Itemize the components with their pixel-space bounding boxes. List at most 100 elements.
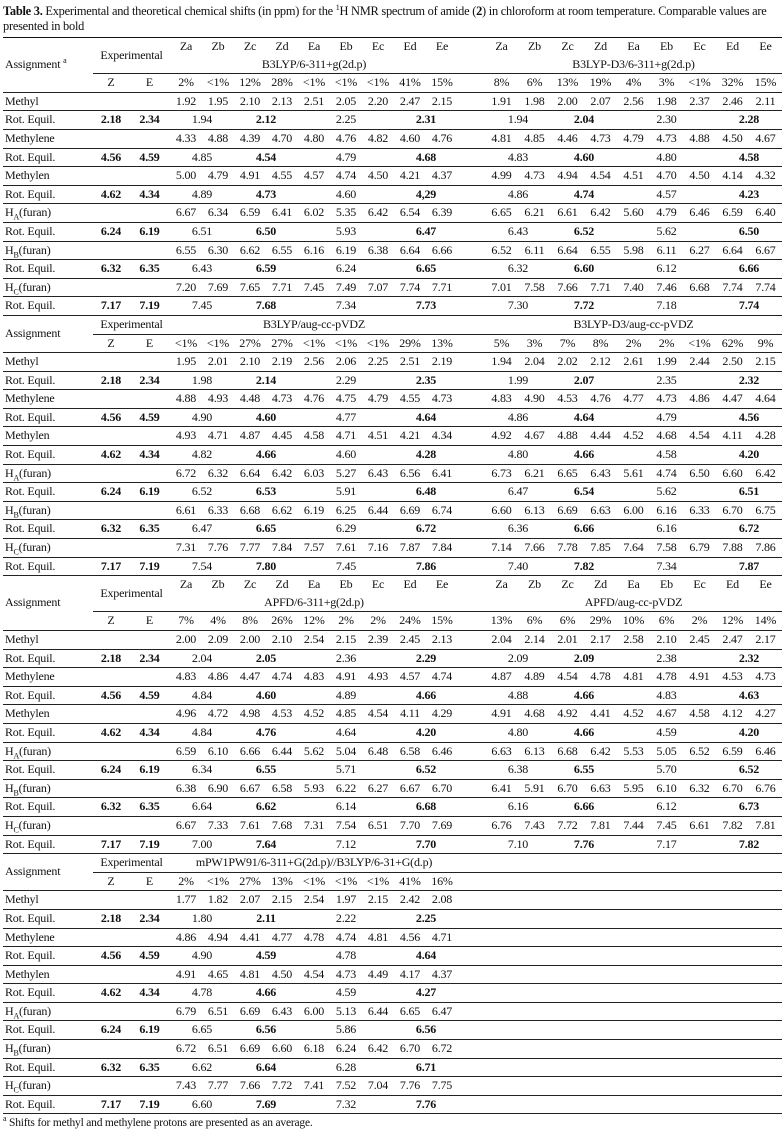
shift-value	[551, 1039, 584, 1059]
empty-cell	[683, 185, 716, 205]
shift-value: 7.76	[202, 538, 234, 558]
spacer	[458, 296, 485, 316]
rot-e-minor	[650, 1058, 683, 1078]
exp-e-value: 6.19	[129, 482, 170, 502]
empty-cell	[298, 408, 330, 428]
rot-z-major: 7.80	[234, 557, 298, 577]
shift-value: 6.63	[485, 742, 518, 762]
shift-value: 2.51	[394, 352, 426, 372]
conformer-header: Eb	[650, 36, 683, 56]
spacer	[458, 1039, 485, 1059]
exp-e-value: 6.19	[129, 760, 170, 780]
e-header: E	[129, 334, 170, 354]
population-value: 12%	[234, 73, 266, 93]
rot-e-major: 7.82	[716, 835, 782, 855]
exp-z-value: 4.56	[93, 946, 129, 966]
empty-cell	[617, 686, 650, 706]
shift-value: 2.07	[234, 890, 266, 910]
empty-cell	[129, 890, 170, 910]
shift-value	[617, 890, 650, 910]
exp-z-value: 6.32	[93, 797, 129, 817]
empty-cell	[362, 835, 394, 855]
empty-cell	[93, 890, 129, 910]
rot-z-minor: 4.89	[170, 185, 234, 205]
shift-value: 5.93	[298, 779, 330, 799]
empty-cell	[362, 222, 394, 242]
population-value	[617, 872, 650, 892]
shift-value: 4.73	[749, 667, 782, 687]
rot-e-major: 6.66	[716, 259, 782, 279]
shift-value: 6.72	[170, 1039, 202, 1059]
rot-z-minor: 4.83	[485, 148, 551, 168]
rot-z-major	[551, 909, 617, 929]
shift-value: 1.99	[650, 352, 683, 372]
population-value: 24%	[394, 611, 426, 631]
shift-value: 4.90	[518, 389, 551, 409]
rot-z-minor: 6.60	[170, 1095, 234, 1115]
shift-value: 6.27	[362, 779, 394, 799]
shift-value: 6.41	[485, 779, 518, 799]
empty-cell	[362, 185, 394, 205]
rot-z-major: 4.73	[234, 185, 298, 205]
empty-cell	[298, 519, 330, 540]
conformer-header: Zd	[594, 577, 607, 592]
row-label: Methyl	[3, 352, 93, 372]
shift-value: 2.58	[617, 630, 650, 650]
shift-value: 6.61	[683, 816, 716, 836]
shift-value: 6.38	[170, 779, 202, 799]
rot-e-major: 4.27	[394, 983, 458, 1003]
empty-cell	[362, 557, 394, 577]
rot-e-major: 7.74	[716, 296, 782, 316]
rot-e-minor: 2.25	[330, 110, 362, 130]
rot-e-major: 6.52	[716, 760, 782, 780]
row-label: Rot. Equil.	[3, 1095, 93, 1115]
shift-value: 7.66	[234, 1076, 266, 1096]
empty-cell	[617, 835, 650, 855]
rot-z-minor	[485, 1095, 551, 1115]
empty-cell	[683, 519, 716, 540]
spacer	[458, 166, 485, 186]
empty-cell	[683, 760, 716, 780]
table-row: HC(furan) 7.43 7.77 7.66 7.72 7.41 7.52 7.04 7.7…	[3, 1076, 782, 1096]
population-value: 6%	[551, 611, 584, 631]
empty-cell	[129, 538, 170, 558]
shift-value: 4.88	[683, 129, 716, 149]
table-row: Methyl 2.00 2.09 2.00 2.10 2.54 2.15 2.39 2.45 2.…	[3, 630, 782, 650]
shift-value: 7.66	[518, 538, 551, 558]
shift-value: 6.41	[266, 203, 298, 223]
shift-value: 6.72	[170, 464, 202, 484]
spacer	[458, 501, 485, 521]
method-header: B3LYP-D3/6-311+g(2d.p)	[485, 55, 782, 75]
rot-z-major: 4.60	[551, 148, 617, 168]
shift-value: 7.84	[426, 538, 458, 558]
shift-value: 7.82	[716, 816, 749, 836]
shift-value: 7.71	[266, 278, 298, 298]
shift-value: 2.15	[362, 890, 394, 910]
shift-value: 7.71	[584, 278, 617, 298]
shift-value: 6.59	[234, 203, 266, 223]
rot-z-minor: 2.04	[170, 649, 234, 669]
empty-cell	[129, 278, 170, 298]
shift-value: 6.62	[266, 501, 298, 521]
row-label: HA(furan)	[3, 1002, 93, 1022]
population-value: <1%	[202, 73, 234, 93]
rot-e-minor: 6.12	[650, 797, 683, 817]
rot-z-minor: 6.62	[170, 1058, 234, 1078]
spacer	[458, 723, 485, 743]
exp-z-value: 7.17	[93, 557, 129, 577]
conformer-header: Za	[495, 577, 508, 592]
shift-value: 2.15	[426, 92, 458, 112]
empty-cell	[93, 352, 129, 372]
table-row: Methyl 1.77 1.82 2.07 2.15 2.54 1.97 2.15 2.42 2.…	[3, 890, 782, 910]
shift-value: 4.65	[202, 965, 234, 985]
shift-value: 5.05	[650, 742, 683, 762]
empty-cell	[93, 1002, 129, 1022]
population-value	[485, 872, 518, 892]
spacer	[458, 538, 485, 558]
shift-value	[749, 965, 782, 985]
empty-cell	[93, 1039, 129, 1059]
shift-value: 7.45	[298, 278, 330, 298]
exp-z-value: 4.62	[93, 723, 129, 743]
shift-value: 4.91	[485, 704, 518, 724]
empty-cell	[298, 222, 330, 242]
